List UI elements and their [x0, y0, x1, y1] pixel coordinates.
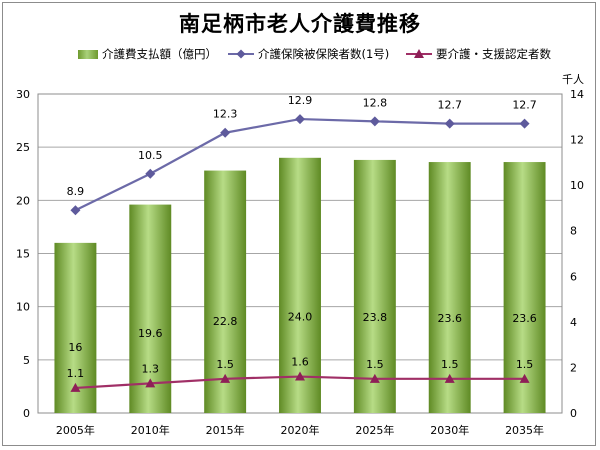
line-data-label-certified: 1.6 [291, 356, 309, 369]
y-left-tick-label: 20 [16, 194, 30, 207]
legend-item-bar: 介護費支払額（億円） [78, 46, 217, 62]
y-left-tick-label: 30 [16, 88, 30, 101]
y-left-tick-label: 25 [16, 141, 30, 154]
line-data-label-certified: 1.5 [366, 358, 384, 371]
bar-data-label: 23.6 [437, 312, 462, 325]
bar-data-label: 23.8 [363, 311, 388, 324]
legend-label-line1: 介護保険被保険者数(1号) [258, 47, 390, 61]
y-right-tick-label: 14 [570, 88, 584, 101]
line-data-label-insured: 12.8 [363, 96, 388, 109]
y-left-tick-label: 10 [16, 301, 30, 314]
y-right-tick-label: 2 [570, 361, 577, 374]
line-data-label-certified: 1.1 [67, 367, 85, 380]
y-left-tick-label: 0 [23, 407, 30, 420]
legend: 介護費支払額（億円） 介護保険被保険者数(1号) 要介護・支援認定者数 [0, 44, 600, 64]
y-left-tick-label: 15 [16, 248, 30, 261]
bar-data-label: 23.6 [512, 312, 537, 325]
line-data-label-insured: 12.7 [512, 99, 537, 112]
y-right-tick-label: 6 [570, 270, 577, 283]
marker-certified [145, 378, 156, 388]
line-data-label-insured: 12.3 [213, 108, 238, 121]
bar [503, 162, 546, 413]
marker-certified [369, 373, 380, 383]
bar-data-label: 16 [68, 341, 82, 354]
legend-swatch-bar [78, 49, 98, 59]
x-tick-label: 2020年 [281, 423, 320, 437]
chart-title: 南足柄市老人介護費推移 [179, 12, 421, 36]
line-data-label-certified: 1.5 [516, 358, 534, 371]
marker-certified [70, 382, 81, 392]
line-data-label-certified: 1.3 [142, 362, 160, 375]
x-tick-label: 2010年 [131, 423, 170, 437]
y-right-tick-label: 8 [570, 225, 577, 238]
marker-certified [519, 373, 530, 383]
marker-insured [145, 168, 156, 179]
marker-insured [519, 118, 530, 129]
line-data-label-certified: 1.5 [216, 358, 234, 371]
legend-item-line1: 介護保険被保険者数(1号) [228, 46, 389, 62]
right-axis-unit: 千人 [562, 73, 584, 86]
marker-certified [295, 371, 305, 381]
marker-insured [444, 118, 455, 129]
bar [129, 204, 172, 413]
line-data-label-insured: 12.7 [437, 99, 462, 112]
legend-label-line2: 要介護・支援認定者数 [436, 47, 551, 61]
legend-label-bar: 介護費支払額（億円） [102, 47, 217, 61]
legend-item-line2: 要介護・支援認定者数 [406, 46, 551, 62]
y-right-tick-label: 10 [570, 179, 584, 192]
legend-swatch-line1 [228, 49, 254, 59]
bar [204, 170, 247, 413]
marker-insured [295, 114, 305, 125]
x-tick-label: 2015年 [206, 423, 245, 437]
x-tick-label: 2030年 [430, 423, 469, 437]
marker-certified [444, 373, 455, 383]
bar-data-label: 22.8 [213, 315, 238, 328]
marker-certified [220, 373, 231, 383]
line-data-label-insured: 8.9 [67, 185, 85, 198]
x-tick-label: 2035年 [505, 423, 544, 437]
marker-insured [369, 116, 380, 127]
x-tick-label: 2005年 [56, 423, 95, 437]
y-right-tick-label: 12 [570, 134, 584, 147]
bar-data-label: 19.6 [138, 327, 163, 340]
x-tick-label: 2025年 [355, 423, 394, 437]
marker-insured [70, 205, 81, 216]
bar [428, 162, 471, 413]
line-data-label-insured: 10.5 [138, 149, 163, 162]
y-right-tick-label: 4 [570, 316, 577, 329]
y-left-tick-label: 5 [23, 354, 30, 367]
line-data-label-certified: 1.5 [441, 358, 459, 371]
bar [279, 157, 321, 413]
legend-swatch-line2 [406, 49, 432, 59]
bar [353, 159, 396, 413]
y-right-tick-label: 0 [570, 407, 577, 420]
line-data-label-insured: 12.9 [288, 94, 313, 107]
bar-data-label: 24.0 [288, 310, 313, 323]
marker-insured [220, 127, 231, 138]
